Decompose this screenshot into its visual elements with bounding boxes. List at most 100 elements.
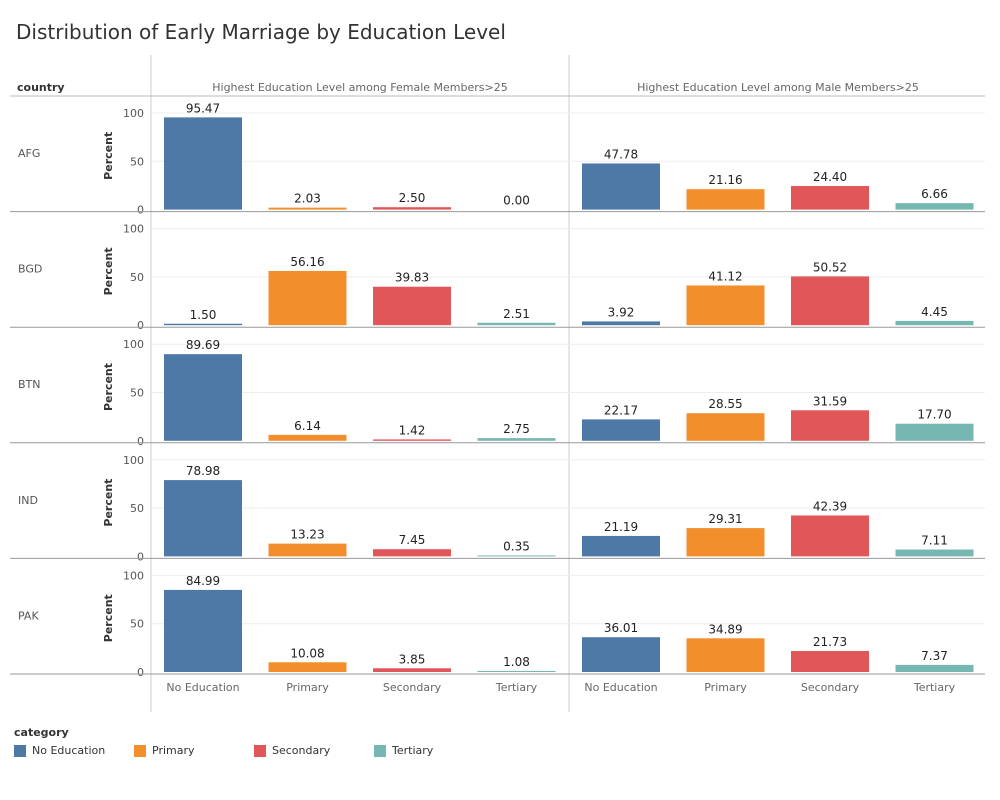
bar-afg-female-secondary [373,207,451,210]
bar-bgd-female-tertiary [477,322,556,326]
row-label-ind: IND [18,494,38,507]
bar-ind-female-secondary [373,549,451,557]
data-label: 0.00 [503,194,530,208]
data-label: 22.17 [604,403,638,417]
bar-afg-male-no-education [582,163,660,210]
y-tick-label: 0 [137,435,144,448]
data-label: 56.16 [290,255,324,269]
row-label-pak: PAK [18,609,39,622]
y-tick-label: 0 [137,204,144,217]
bar-bgd-male-secondary [791,276,869,326]
legend-label: Primary [152,744,195,757]
bar-afg-male-secondary [791,186,869,210]
bar-ind-male-no-education [582,535,660,557]
y-tick-label: 50 [130,502,144,515]
row-header: country [17,81,65,94]
bar-afg-female-no-education [164,117,242,210]
bar-afg-male-tertiary [895,203,974,210]
bar-ind-male-secondary [791,515,869,557]
data-label: 21.16 [708,173,742,187]
y-tick-label: 100 [123,338,144,351]
y-axis-label: Percent [102,363,115,411]
data-label: 1.08 [503,655,530,669]
x-tick-label: Secondary [801,681,860,694]
data-label: 0.35 [503,539,530,553]
data-label: 84.99 [186,574,220,588]
bar-ind-female-primary [268,543,347,557]
x-tick-label: Primary [286,681,329,694]
bar-bgd-female-secondary [373,286,451,326]
y-axis-label: Percent [102,479,115,527]
legend-item-secondary: Secondary [254,744,374,757]
bar-bgd-female-no-education [164,323,242,326]
data-label: 17.70 [917,408,951,422]
bar-afg-female-primary [268,207,347,210]
bar-pak-male-no-education [582,637,660,672]
data-label: 2.51 [503,307,530,321]
data-label: 47.78 [604,147,638,161]
legend-item-no-education: No Education [14,744,134,757]
y-tick-label: 0 [137,550,144,563]
bar-btn-male-tertiary [895,423,974,441]
data-label: 78.98 [186,464,220,478]
y-tick-label: 50 [130,387,144,400]
data-label: 2.75 [503,422,530,436]
bar-btn-female-primary [268,434,347,441]
row-label-btn: BTN [18,378,41,391]
data-label: 10.08 [290,646,324,660]
y-tick-label: 50 [130,618,144,631]
row-label-bgd: BGD [18,263,42,276]
data-label: 95.47 [186,101,220,115]
x-tick-label: Tertiary [495,681,538,694]
data-label: 3.92 [608,305,635,319]
data-label: 89.69 [186,338,220,352]
legend-swatch [254,744,266,757]
data-label: 42.39 [813,499,847,513]
bar-bgd-male-no-education [582,321,660,326]
data-label: 7.45 [399,533,426,547]
legend-item-primary: Primary [134,744,254,757]
y-tick-label: 100 [123,569,144,582]
data-label: 41.12 [708,269,742,283]
bar-btn-female-no-education [164,354,242,441]
bar-bgd-male-tertiary [895,320,974,326]
column-header-2: Highest Education Level among Male Membe… [637,81,919,94]
legend-label: No Education [32,744,106,757]
bar-afg-male-primary [686,189,765,210]
data-label: 7.11 [921,534,948,548]
bar-pak-female-primary [268,662,347,672]
legend: category No Education Primary Secondary Ter… [14,726,494,757]
row-label-afg: AFG [18,147,40,160]
x-tick-label: Secondary [383,681,442,694]
y-axis-label: Percent [102,132,115,180]
bar-btn-male-secondary [791,410,869,441]
data-label: 28.55 [708,397,742,411]
legend-swatch [14,744,26,757]
data-label: 3.85 [399,652,426,666]
data-label: 29.31 [708,512,742,526]
bar-pak-female-tertiary [477,670,556,672]
y-tick-label: 100 [123,107,144,120]
bar-pak-male-primary [686,638,765,672]
data-label: 1.50 [190,308,217,322]
data-label: 2.03 [294,192,321,206]
x-tick-label: No Education [584,681,657,694]
y-tick-label: 0 [137,319,144,332]
data-label: 21.73 [813,635,847,649]
data-label: 31.59 [813,394,847,408]
bar-pak-male-tertiary [895,664,974,672]
bar-btn-female-tertiary [477,438,556,441]
y-tick-label: 50 [130,271,144,284]
data-label: 13.23 [290,528,324,542]
bar-ind-male-primary [686,528,765,557]
data-label: 6.14 [294,419,321,433]
bar-ind-female-tertiary [477,555,556,557]
x-tick-label: Tertiary [913,681,956,694]
bar-pak-female-secondary [373,668,451,672]
legend-label: Tertiary [392,744,434,757]
y-tick-label: 100 [123,223,144,236]
data-label: 7.37 [921,649,948,663]
legend-swatch [134,744,146,757]
